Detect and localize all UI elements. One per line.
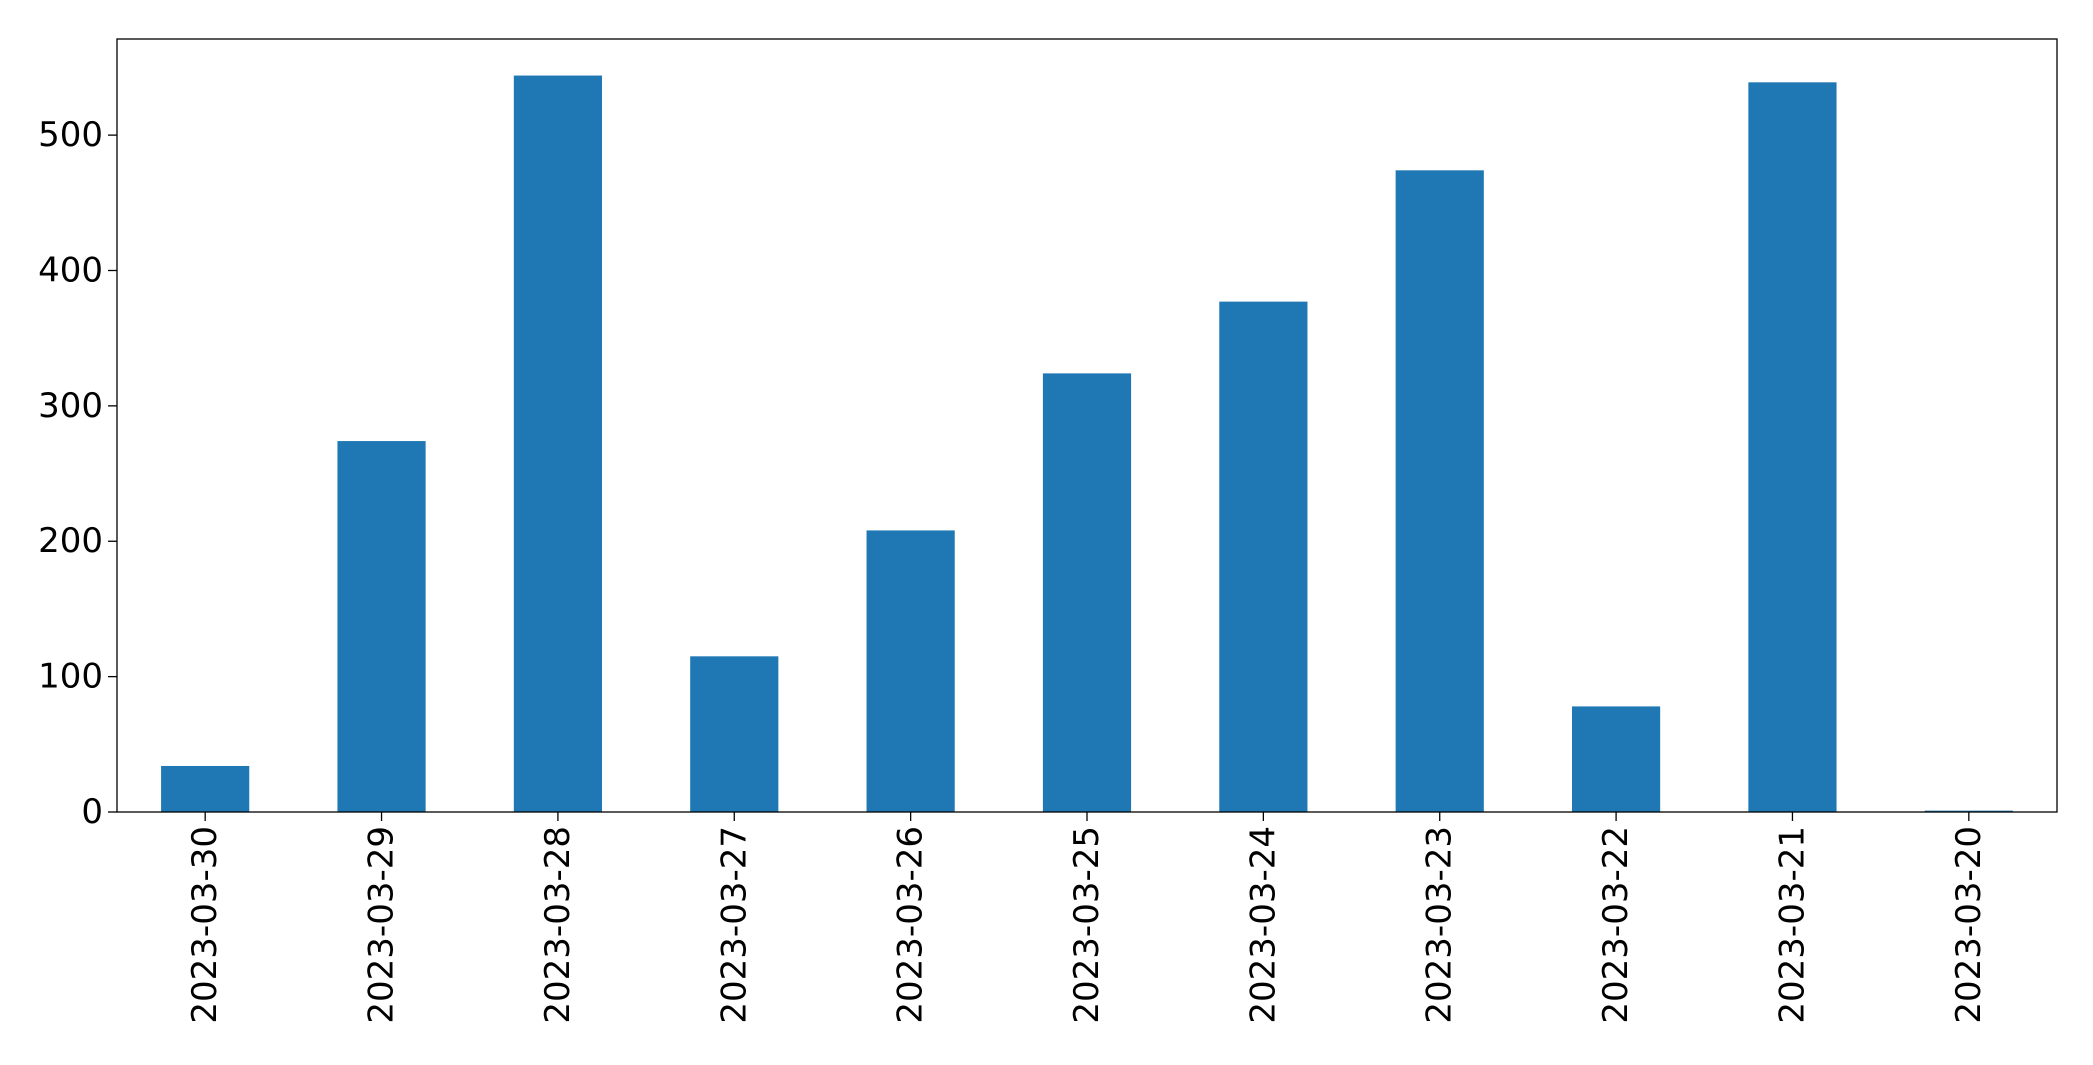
y-tick-label: 100: [38, 657, 103, 697]
bar-2023-03-24: [1219, 301, 1308, 812]
y-tick-label: 200: [38, 521, 103, 561]
y-tick-label: 0: [81, 792, 103, 832]
bar-2023-03-26: [866, 530, 955, 812]
x-tick-label: 2023-03-28: [538, 826, 578, 1024]
x-tick-label: 2023-03-21: [1772, 826, 1812, 1024]
x-tick-label: 2023-03-24: [1243, 826, 1283, 1024]
x-tick-label: 2023-03-20: [1949, 826, 1989, 1024]
bar-2023-03-23: [1395, 170, 1484, 812]
x-tick-label: 2023-03-22: [1596, 826, 1636, 1024]
bar-2023-03-20: [1924, 810, 2013, 812]
x-tick-label: 2023-03-25: [1067, 826, 1107, 1024]
y-tick-label: 500: [38, 115, 103, 155]
bar-2023-03-29: [337, 441, 426, 812]
bar-2023-03-25: [1042, 373, 1132, 812]
bar-2023-03-22: [1572, 706, 1661, 812]
x-tick-label: 2023-03-29: [362, 826, 402, 1024]
y-tick-label: 400: [38, 250, 103, 290]
bar-2023-03-28: [513, 75, 602, 813]
bar-2023-03-30: [161, 765, 250, 812]
y-axis: 0 100 200 300 400 500: [38, 115, 117, 832]
x-tick-label: 2023-03-30: [185, 826, 225, 1024]
plot-frame: [116, 38, 2058, 813]
y-tick-label: 300: [38, 386, 103, 426]
x-tick-label: 2023-03-26: [891, 826, 931, 1024]
x-tick-label: 2023-03-23: [1420, 826, 1460, 1024]
bar-2023-03-21: [1748, 82, 1837, 812]
bar-2023-03-27: [690, 656, 779, 812]
x-axis: 2023-03-30 2023-03-29 2023-03-28 2023-03-27…: [185, 812, 1989, 1024]
bars-layer: [161, 75, 2013, 813]
x-tick-label: 2023-03-27: [714, 826, 754, 1024]
